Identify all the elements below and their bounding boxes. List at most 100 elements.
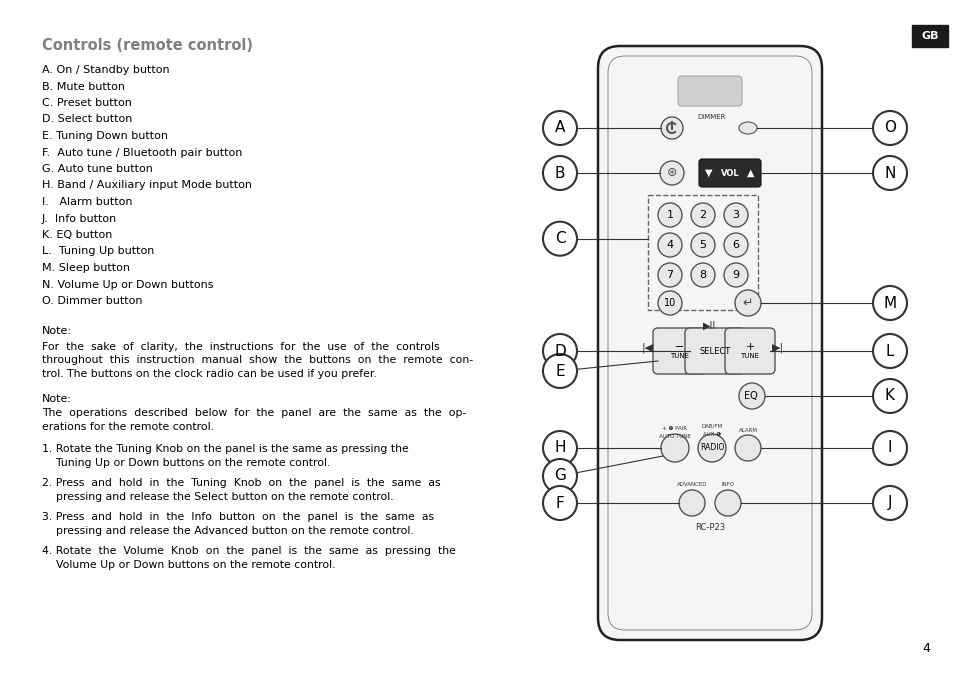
Text: 4. Rotate  the  Volume  Knob  on  the  panel  is  the  same  as  pressing  the
 : 4. Rotate the Volume Knob on the panel i… xyxy=(42,546,456,570)
FancyBboxPatch shape xyxy=(724,328,774,374)
Text: L: L xyxy=(884,343,893,359)
Circle shape xyxy=(723,203,747,227)
Text: I: I xyxy=(887,441,891,456)
Text: The  operations  described  below  for  the  panel  are  the  same  as  the  op-: The operations described below for the p… xyxy=(42,409,466,432)
Text: F: F xyxy=(555,495,564,511)
FancyBboxPatch shape xyxy=(678,76,741,106)
Text: K. EQ button: K. EQ button xyxy=(42,230,112,240)
Text: ▶II: ▶II xyxy=(702,321,716,331)
Circle shape xyxy=(690,203,714,227)
Text: 8: 8 xyxy=(699,270,706,280)
Text: H: H xyxy=(554,441,565,456)
Text: L.  Tuning Up button: L. Tuning Up button xyxy=(42,246,154,256)
Text: ▲: ▲ xyxy=(746,168,754,178)
Circle shape xyxy=(872,334,906,368)
Circle shape xyxy=(739,383,764,409)
Circle shape xyxy=(872,486,906,520)
Text: N. Volume Up or Down buttons: N. Volume Up or Down buttons xyxy=(42,279,213,289)
Circle shape xyxy=(723,233,747,257)
Circle shape xyxy=(734,435,760,461)
Text: DAB/FM: DAB/FM xyxy=(700,423,721,429)
Text: 5: 5 xyxy=(699,240,706,250)
Text: 4: 4 xyxy=(922,642,929,655)
Circle shape xyxy=(872,111,906,145)
Text: 9: 9 xyxy=(732,270,739,280)
Text: 7: 7 xyxy=(666,270,673,280)
FancyBboxPatch shape xyxy=(911,25,947,47)
Text: GB: GB xyxy=(921,31,938,41)
FancyBboxPatch shape xyxy=(598,46,821,640)
Text: EQ: EQ xyxy=(743,391,757,401)
Text: For  the  sake  of  clarity,  the  instructions  for  the  use  of  the  control: For the sake of clarity, the instruction… xyxy=(42,341,473,379)
Text: VOL: VOL xyxy=(720,168,739,178)
Text: C. Preset button: C. Preset button xyxy=(42,98,132,108)
Circle shape xyxy=(658,291,681,315)
Text: E. Tuning Down button: E. Tuning Down button xyxy=(42,131,168,141)
Text: O. Dimmer button: O. Dimmer button xyxy=(42,296,142,306)
Text: J: J xyxy=(887,495,891,511)
Text: ↵: ↵ xyxy=(742,297,753,310)
Text: + ❶ PAIR: + ❶ PAIR xyxy=(661,425,687,431)
Text: RADIO: RADIO xyxy=(700,444,723,452)
Text: E: E xyxy=(555,363,564,378)
Circle shape xyxy=(658,263,681,287)
Circle shape xyxy=(658,233,681,257)
FancyBboxPatch shape xyxy=(652,328,706,374)
Circle shape xyxy=(660,117,682,139)
Text: H. Band / Auxiliary input Mode button: H. Band / Auxiliary input Mode button xyxy=(42,180,252,190)
Text: ALARM: ALARM xyxy=(738,427,757,433)
Text: ▼: ▼ xyxy=(704,168,712,178)
Text: INFO: INFO xyxy=(720,483,734,487)
Ellipse shape xyxy=(739,122,757,134)
Text: ADVANCED: ADVANCED xyxy=(676,483,706,487)
Circle shape xyxy=(658,203,681,227)
Text: AUX ❶: AUX ❶ xyxy=(702,431,720,437)
Text: AUTO TUNE: AUTO TUNE xyxy=(659,433,690,439)
Text: A. On / Standby button: A. On / Standby button xyxy=(42,65,170,75)
Circle shape xyxy=(542,334,577,368)
Text: 2. Press  and  hold  in  the  Tuning  Knob  on  the  panel  is  the  same  as
  : 2. Press and hold in the Tuning Knob on … xyxy=(42,479,440,502)
Circle shape xyxy=(690,233,714,257)
Text: 3. Press  and  hold  in  the  Info  button  on  the  panel  is  the  same  as
  : 3. Press and hold in the Info button on … xyxy=(42,513,434,536)
Text: Controls (remote control): Controls (remote control) xyxy=(42,38,253,53)
Circle shape xyxy=(542,111,577,145)
Circle shape xyxy=(734,290,760,316)
Text: 10: 10 xyxy=(663,298,676,308)
Circle shape xyxy=(723,263,747,287)
Text: Note:: Note: xyxy=(42,394,71,404)
Circle shape xyxy=(542,486,577,520)
Text: M: M xyxy=(882,295,896,310)
Text: 1: 1 xyxy=(666,210,673,220)
Text: TUNE: TUNE xyxy=(670,353,689,359)
Circle shape xyxy=(542,354,577,388)
Circle shape xyxy=(660,434,688,462)
Text: RC-P23: RC-P23 xyxy=(694,524,724,532)
Text: |◀: |◀ xyxy=(641,343,654,353)
Text: Note:: Note: xyxy=(42,326,71,336)
Text: G: G xyxy=(554,468,565,483)
Circle shape xyxy=(872,379,906,413)
Circle shape xyxy=(542,431,577,465)
Circle shape xyxy=(872,156,906,190)
Text: C: C xyxy=(554,232,565,246)
Circle shape xyxy=(872,431,906,465)
Text: 2: 2 xyxy=(699,210,706,220)
Text: J.  Info button: J. Info button xyxy=(42,213,117,223)
Text: 6: 6 xyxy=(732,240,739,250)
Text: DIMMER: DIMMER xyxy=(697,114,725,120)
Circle shape xyxy=(542,459,577,493)
Circle shape xyxy=(679,490,704,516)
Text: 3: 3 xyxy=(732,210,739,220)
Circle shape xyxy=(690,263,714,287)
Text: ⊛: ⊛ xyxy=(666,166,677,180)
Text: ▶|: ▶| xyxy=(771,343,783,353)
Text: B. Mute button: B. Mute button xyxy=(42,81,125,92)
Text: −: − xyxy=(675,342,684,352)
Text: B: B xyxy=(554,166,565,180)
FancyBboxPatch shape xyxy=(684,328,744,374)
Text: M. Sleep button: M. Sleep button xyxy=(42,263,130,273)
Text: TUNE: TUNE xyxy=(740,353,759,359)
Text: A: A xyxy=(555,120,564,135)
Text: N: N xyxy=(883,166,895,180)
Text: 4: 4 xyxy=(666,240,673,250)
